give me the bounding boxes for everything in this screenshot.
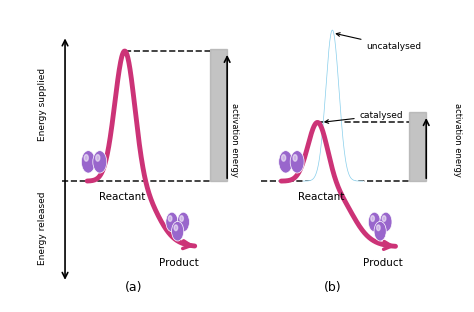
Circle shape [168,216,172,222]
Text: Reactant: Reactant [298,192,345,202]
Text: Reactant: Reactant [99,192,146,202]
Circle shape [279,151,292,173]
Text: (a): (a) [125,281,142,294]
Circle shape [376,225,380,231]
Text: Energy released: Energy released [38,191,47,265]
Text: activation energy: activation energy [453,104,462,177]
Bar [409,112,426,181]
Circle shape [290,151,304,173]
Circle shape [84,155,88,161]
Circle shape [93,151,107,173]
Text: Product: Product [363,258,403,268]
Circle shape [371,216,374,222]
Circle shape [293,155,297,161]
Text: (b): (b) [324,281,341,294]
Circle shape [380,212,392,232]
Text: Product: Product [159,258,199,268]
Circle shape [166,212,178,232]
Circle shape [96,155,100,161]
Circle shape [368,212,381,232]
Circle shape [177,212,190,232]
Bar [210,49,227,181]
Circle shape [172,222,184,241]
Circle shape [180,216,183,222]
Circle shape [374,222,386,241]
Circle shape [282,155,286,161]
Circle shape [82,151,95,173]
Text: uncatalysed: uncatalysed [336,33,421,51]
Text: Energy supplied: Energy supplied [38,68,47,141]
Text: activation energy: activation energy [230,104,239,177]
Circle shape [174,225,178,231]
Text: catalysed: catalysed [325,111,403,123]
Circle shape [383,216,386,222]
